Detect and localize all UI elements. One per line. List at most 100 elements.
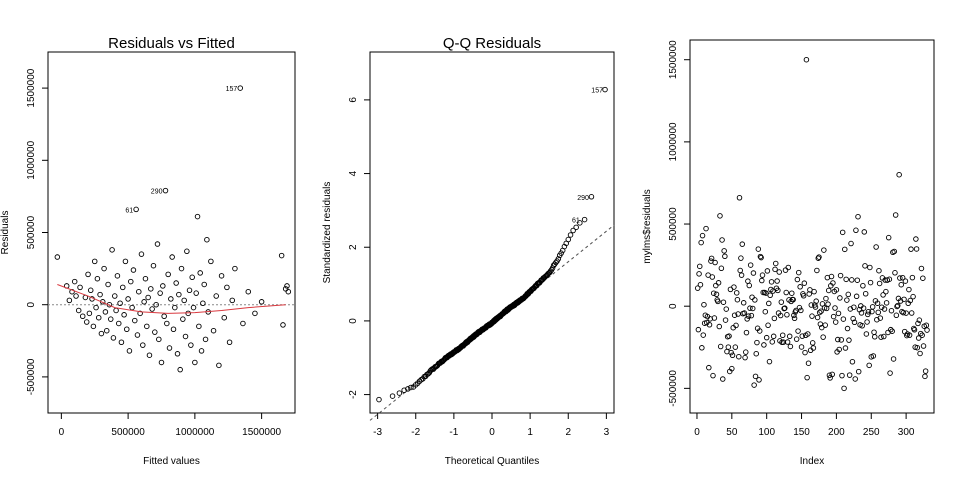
data-point <box>871 329 877 335</box>
data-point <box>224 284 230 291</box>
data-point <box>178 265 185 272</box>
data-point <box>113 307 119 314</box>
data-point <box>102 309 109 315</box>
data-point <box>729 352 736 359</box>
data-point <box>713 291 720 298</box>
data-point <box>830 313 837 320</box>
data-point <box>878 334 884 340</box>
data-point <box>785 264 792 271</box>
data-point <box>98 330 105 337</box>
data-point <box>900 309 907 316</box>
data-point <box>791 315 798 322</box>
data-point <box>54 254 61 260</box>
data-point <box>145 294 151 301</box>
data-point <box>172 304 178 311</box>
data-point <box>722 253 728 260</box>
data-point <box>138 251 145 257</box>
data-point <box>133 206 139 213</box>
data-point <box>759 272 766 278</box>
qq-point <box>567 232 574 238</box>
point-label: 61 <box>125 207 133 214</box>
data-point <box>844 325 851 332</box>
data-point <box>120 284 126 291</box>
data-point <box>156 336 162 343</box>
data-point <box>733 322 739 329</box>
data-point <box>851 319 858 326</box>
data-point <box>105 281 111 288</box>
data-point <box>192 359 198 366</box>
data-point <box>784 339 791 345</box>
x-tick-label: 1500000 <box>242 427 281 438</box>
data-point <box>75 307 82 314</box>
data-point <box>731 284 737 290</box>
data-point <box>746 282 753 289</box>
data-point <box>906 286 912 293</box>
data-point <box>150 262 157 269</box>
data-point <box>132 317 138 324</box>
data-point <box>77 284 83 291</box>
data-point <box>876 267 882 274</box>
data-point <box>777 312 784 319</box>
data-point <box>154 241 161 247</box>
data-point <box>869 304 876 310</box>
data-point <box>771 315 778 322</box>
data-point <box>835 336 841 343</box>
data-point <box>218 273 225 279</box>
data-point <box>891 248 898 255</box>
data-point <box>828 273 835 280</box>
data-point <box>112 293 118 299</box>
data-point <box>766 358 773 365</box>
data-point <box>896 171 902 178</box>
data-point <box>182 333 189 340</box>
data-point <box>786 333 793 340</box>
data-point <box>800 293 807 299</box>
data-point <box>201 281 207 288</box>
data-point <box>818 308 824 314</box>
data-point <box>855 368 862 375</box>
x-tick-label: 250 <box>863 427 880 438</box>
data-point <box>922 368 929 374</box>
data-point <box>184 248 190 255</box>
point-label: 157 <box>226 86 238 93</box>
data-point <box>258 299 265 305</box>
data-point <box>90 323 97 330</box>
data-point <box>73 293 79 299</box>
data-point <box>240 320 246 327</box>
data-point <box>125 296 131 302</box>
data-point <box>763 334 770 341</box>
data-point <box>846 372 853 378</box>
data-point <box>726 333 732 339</box>
data-point <box>694 285 701 291</box>
data-point <box>741 310 748 316</box>
y-tick-label: 500000 <box>668 207 679 241</box>
data-point <box>922 373 928 380</box>
data-point <box>864 319 870 325</box>
data-point <box>721 248 727 254</box>
data-point <box>706 364 712 371</box>
data-point <box>762 308 769 315</box>
data-point <box>83 319 90 325</box>
data-point <box>867 264 873 271</box>
data-point <box>918 330 924 337</box>
data-point <box>775 287 781 294</box>
data-point <box>732 344 739 350</box>
data-point <box>782 305 788 311</box>
data-point <box>93 304 99 311</box>
data-point <box>712 259 718 266</box>
qq-point <box>577 220 583 226</box>
data-point <box>862 263 868 269</box>
data-point <box>854 277 861 283</box>
data-point <box>886 276 893 282</box>
data-point <box>789 290 795 296</box>
data-point <box>758 254 764 261</box>
data-point <box>709 274 716 280</box>
x-tick-label: -1 <box>449 427 458 438</box>
y-tick-label: 6 <box>348 97 359 103</box>
data-point <box>174 351 181 357</box>
data-point <box>708 255 715 262</box>
data-point <box>176 291 182 298</box>
data-point <box>897 275 903 281</box>
data-point <box>825 287 832 294</box>
data-point <box>849 358 856 365</box>
data-point <box>739 241 746 247</box>
